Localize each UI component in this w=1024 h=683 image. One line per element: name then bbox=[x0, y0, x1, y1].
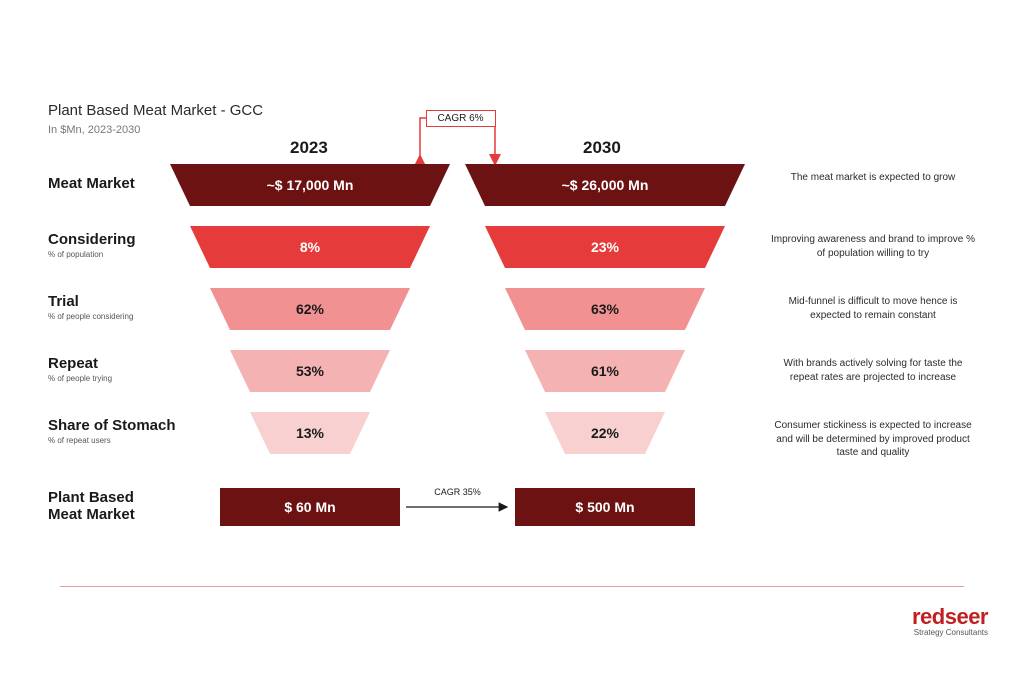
page-subtitle: In $Mn, 2023-2030 bbox=[48, 124, 140, 136]
segment-value: 53% bbox=[296, 363, 324, 379]
segment-value: 22% bbox=[591, 425, 619, 441]
row-label-sub: % of people trying bbox=[48, 375, 112, 384]
row-label-text: Considering bbox=[48, 231, 136, 248]
insight-trial: Mid-funnel is difficult to move hence is… bbox=[770, 295, 976, 322]
row-label-considering: Considering % of population bbox=[48, 232, 136, 259]
result-box-right: $ 500 Mn bbox=[515, 488, 695, 526]
year-right: 2030 bbox=[583, 138, 621, 158]
result-box-left: $ 60 Mn bbox=[220, 488, 400, 526]
year-left: 2023 bbox=[290, 138, 328, 158]
segment-considering-left: 8% bbox=[190, 226, 430, 268]
row-label-text: Meat Market bbox=[48, 175, 135, 192]
insight-repeat: With brands actively solving for taste t… bbox=[770, 357, 976, 384]
segment-value: 62% bbox=[296, 301, 324, 317]
segment-meat-market-left: ~$ 17,000 Mn bbox=[170, 164, 450, 206]
segment-value: 8% bbox=[300, 239, 320, 255]
brand-name: redseer bbox=[912, 604, 988, 630]
row-label-repeat: Repeat % of people trying bbox=[48, 356, 112, 383]
segment-value: 13% bbox=[296, 425, 324, 441]
segment-value: 61% bbox=[591, 363, 619, 379]
insight-considering: Improving awareness and brand to improve… bbox=[770, 233, 976, 260]
insight-meat-market: The meat market is expected to grow bbox=[770, 171, 976, 185]
row-label-trial: Trial % of people considering bbox=[48, 294, 133, 321]
segment-share-left: 13% bbox=[250, 412, 370, 454]
row-label-text: Trial bbox=[48, 293, 79, 310]
cagr-bottom-arrow bbox=[406, 499, 509, 515]
segment-trial-right: 63% bbox=[505, 288, 705, 330]
row-label-sub: % of repeat users bbox=[48, 437, 176, 446]
segment-share-right: 22% bbox=[545, 412, 665, 454]
insight-share: Consumer stickiness is expected to incre… bbox=[770, 419, 976, 460]
row-label-meat-market: Meat Market bbox=[48, 176, 135, 193]
row-label-share: Share of Stomach % of repeat users bbox=[48, 418, 176, 445]
segment-considering-right: 23% bbox=[485, 226, 725, 268]
row-label-text: Share of Stomach bbox=[48, 417, 176, 434]
brand-block: redseer Strategy Consultants bbox=[912, 604, 988, 637]
segment-value: 23% bbox=[591, 239, 619, 255]
segment-trial-left: 62% bbox=[210, 288, 410, 330]
segment-meat-market-right: ~$ 26,000 Mn bbox=[465, 164, 745, 206]
row-label-text: Repeat bbox=[48, 355, 98, 372]
cagr-bottom-label: CAGR 35% bbox=[428, 487, 488, 497]
result-label: Plant Based Meat Market bbox=[48, 490, 135, 523]
segment-value: ~$ 17,000 Mn bbox=[267, 177, 354, 193]
footer-divider bbox=[60, 586, 964, 587]
brand-tagline: Strategy Consultants bbox=[912, 628, 988, 637]
segment-value: ~$ 26,000 Mn bbox=[562, 177, 649, 193]
page-title: Plant Based Meat Market - GCC bbox=[48, 102, 263, 119]
row-label-sub: % of population bbox=[48, 251, 136, 260]
segment-repeat-right: 61% bbox=[525, 350, 685, 392]
funnel-infographic: { "title": "Plant Based Meat Market - GC… bbox=[0, 0, 1024, 683]
segment-repeat-left: 53% bbox=[230, 350, 390, 392]
segment-value: 63% bbox=[591, 301, 619, 317]
cagr-top-label: CAGR 6% bbox=[426, 110, 496, 127]
row-label-sub: % of people considering bbox=[48, 313, 133, 322]
